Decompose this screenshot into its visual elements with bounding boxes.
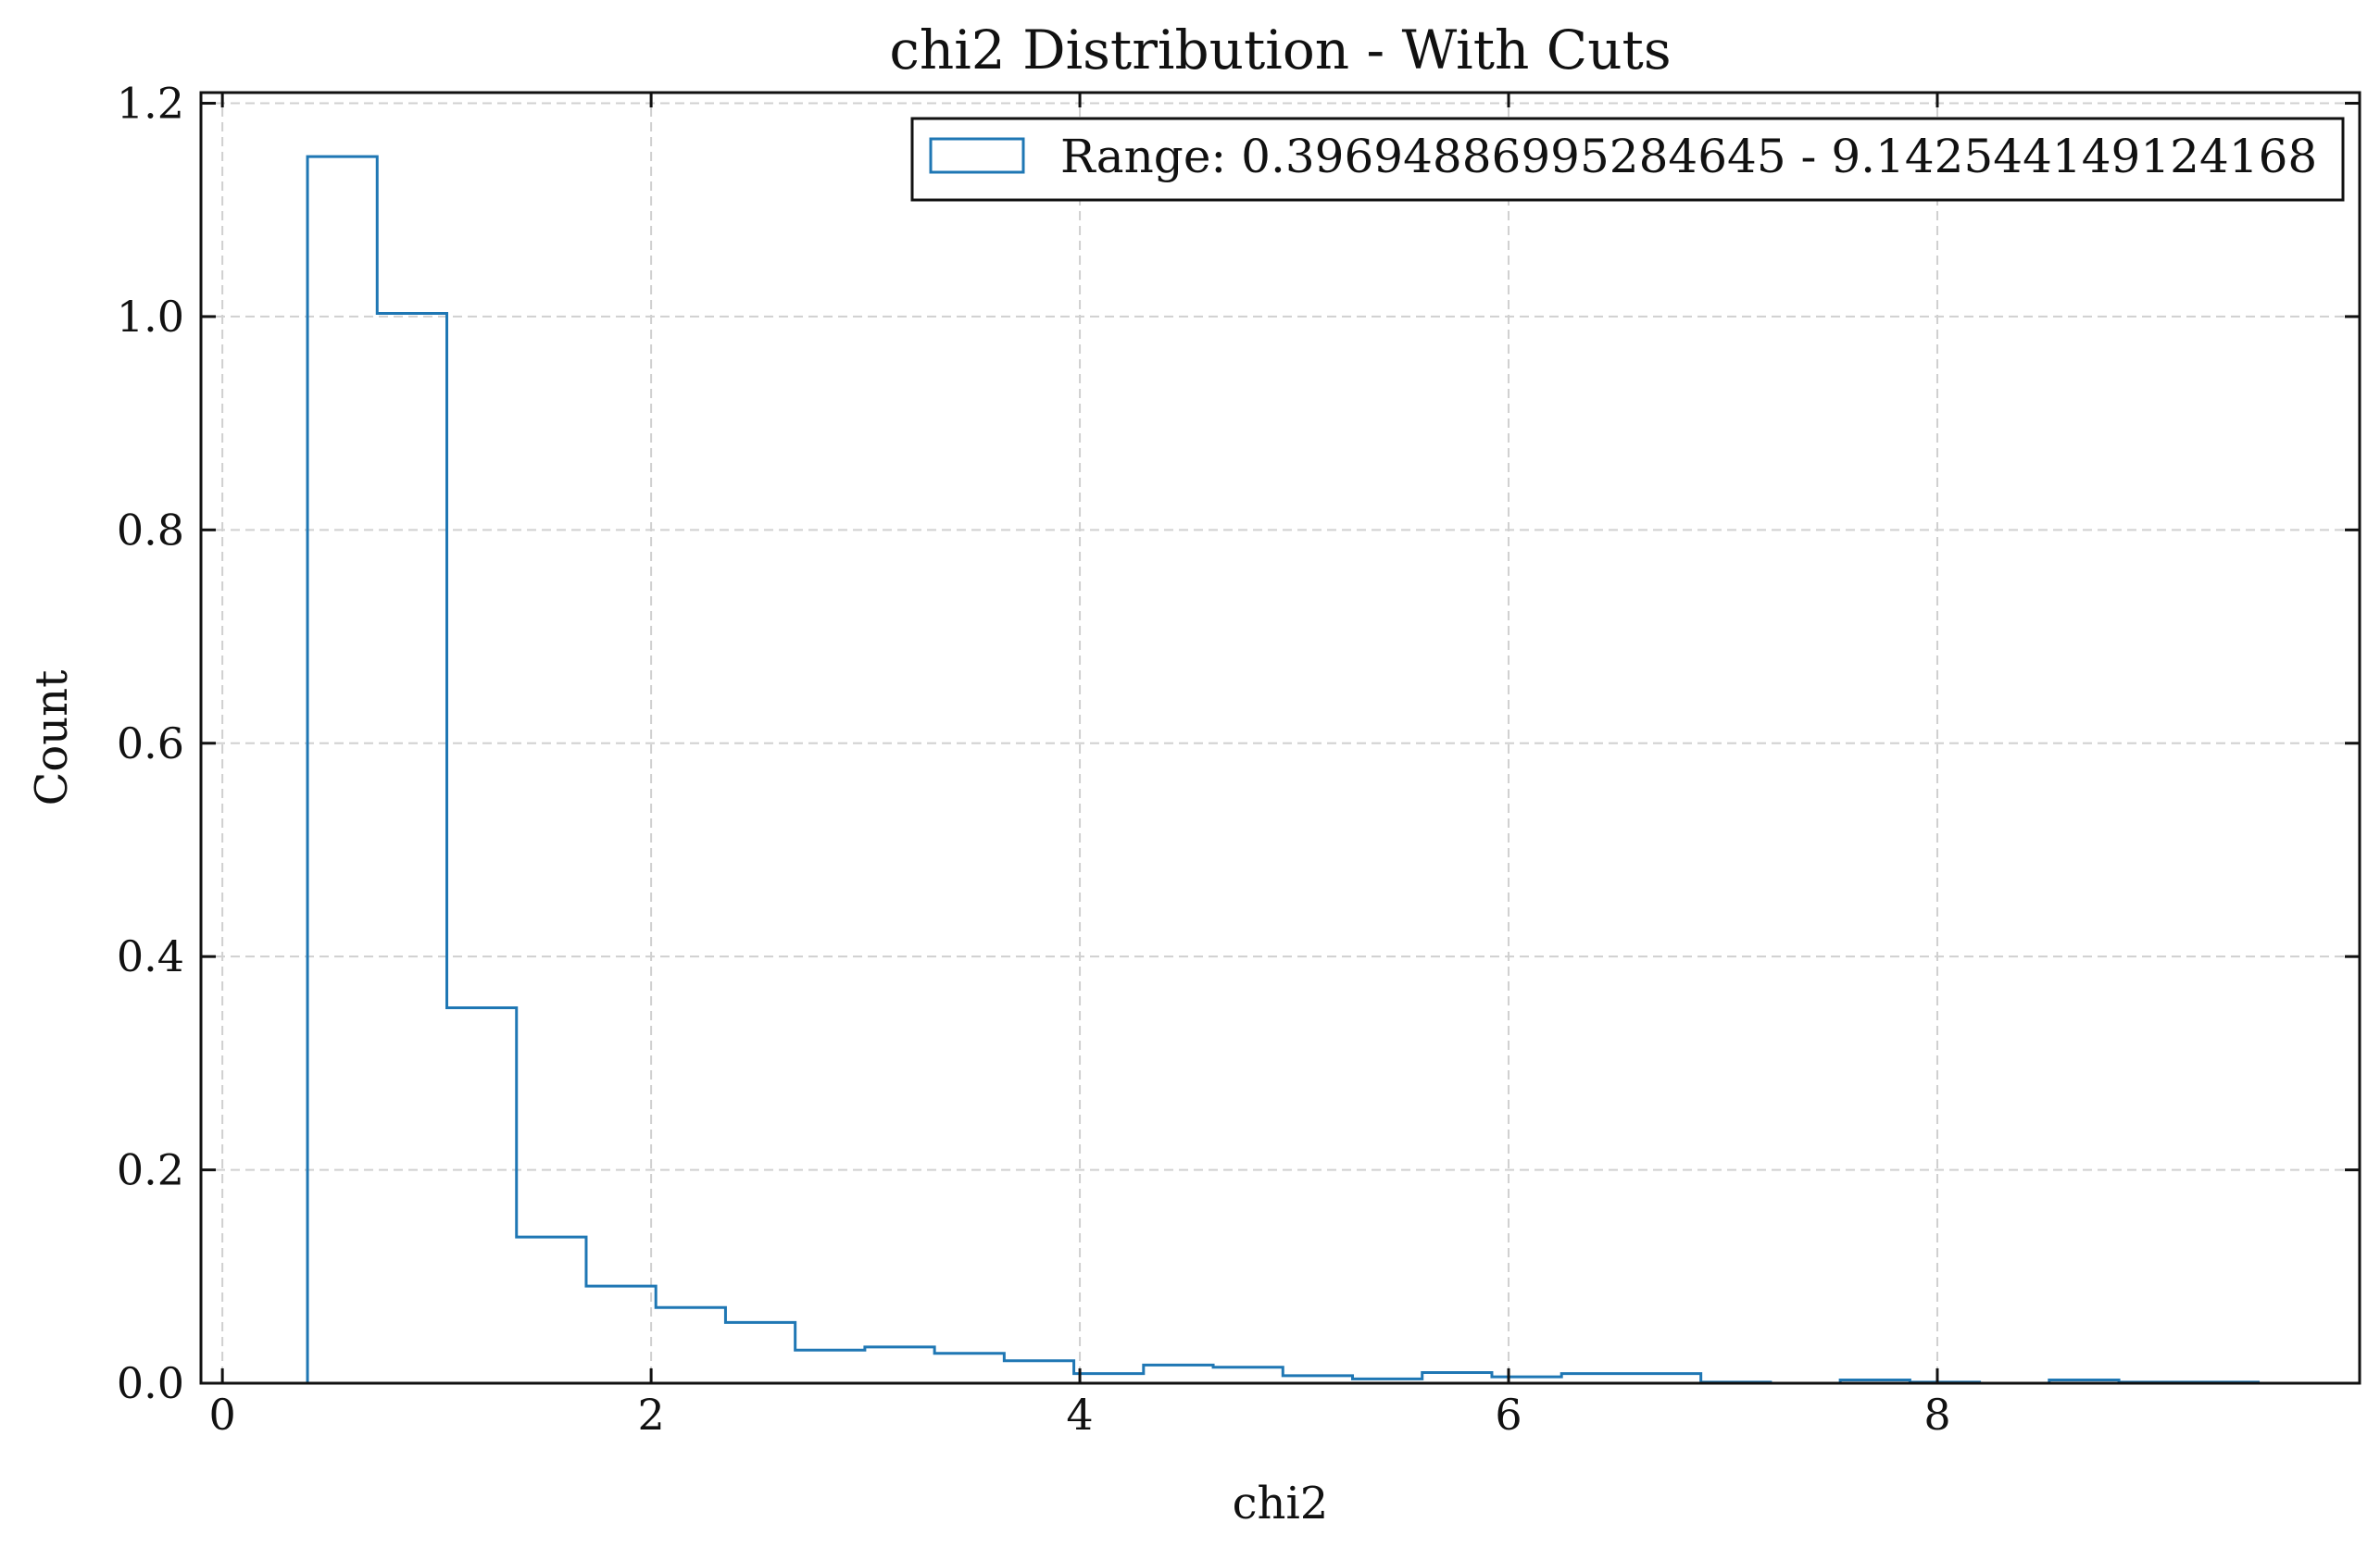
legend: Range: 0.39694886995284645 - 9.142544149… bbox=[910, 117, 2345, 202]
x-axis-label: chi2 bbox=[1233, 1478, 1329, 1529]
histogram-step-line bbox=[306, 155, 2261, 1385]
y-tick-label: 1.0 bbox=[117, 292, 184, 342]
y-tick-label: 0.4 bbox=[117, 931, 184, 981]
x-tick-label: 8 bbox=[1923, 1390, 1950, 1440]
legend-box bbox=[910, 117, 2345, 202]
x-tick-label: 2 bbox=[637, 1390, 664, 1440]
x-tick-label: 4 bbox=[1066, 1390, 1093, 1440]
axis-ticks: 0 2 4 6 8 0.0 0.2 0.4 0.6 0.8 1.0 1.2 bbox=[117, 79, 2360, 1440]
legend-swatch bbox=[929, 137, 1025, 174]
y-tick-label: 0.8 bbox=[117, 505, 184, 555]
y-axis-label: Count bbox=[26, 670, 78, 806]
chart-title: chi2 Distribution - With Cuts bbox=[889, 19, 1671, 81]
x-tick-label: 0 bbox=[209, 1390, 236, 1440]
y-tick-label: 0.6 bbox=[117, 718, 184, 768]
y-tick-label: 0.2 bbox=[117, 1145, 184, 1195]
y-tick-label: 1.2 bbox=[117, 79, 184, 129]
x-tick-label: 6 bbox=[1495, 1390, 1522, 1440]
y-tick-label: 0.0 bbox=[117, 1358, 184, 1408]
legend-entry-label: Range: 0.39694886995284645 - 9.142544149… bbox=[1060, 130, 2317, 183]
histogram-steps bbox=[306, 155, 2261, 1385]
plot-frame bbox=[199, 91, 2361, 1385]
